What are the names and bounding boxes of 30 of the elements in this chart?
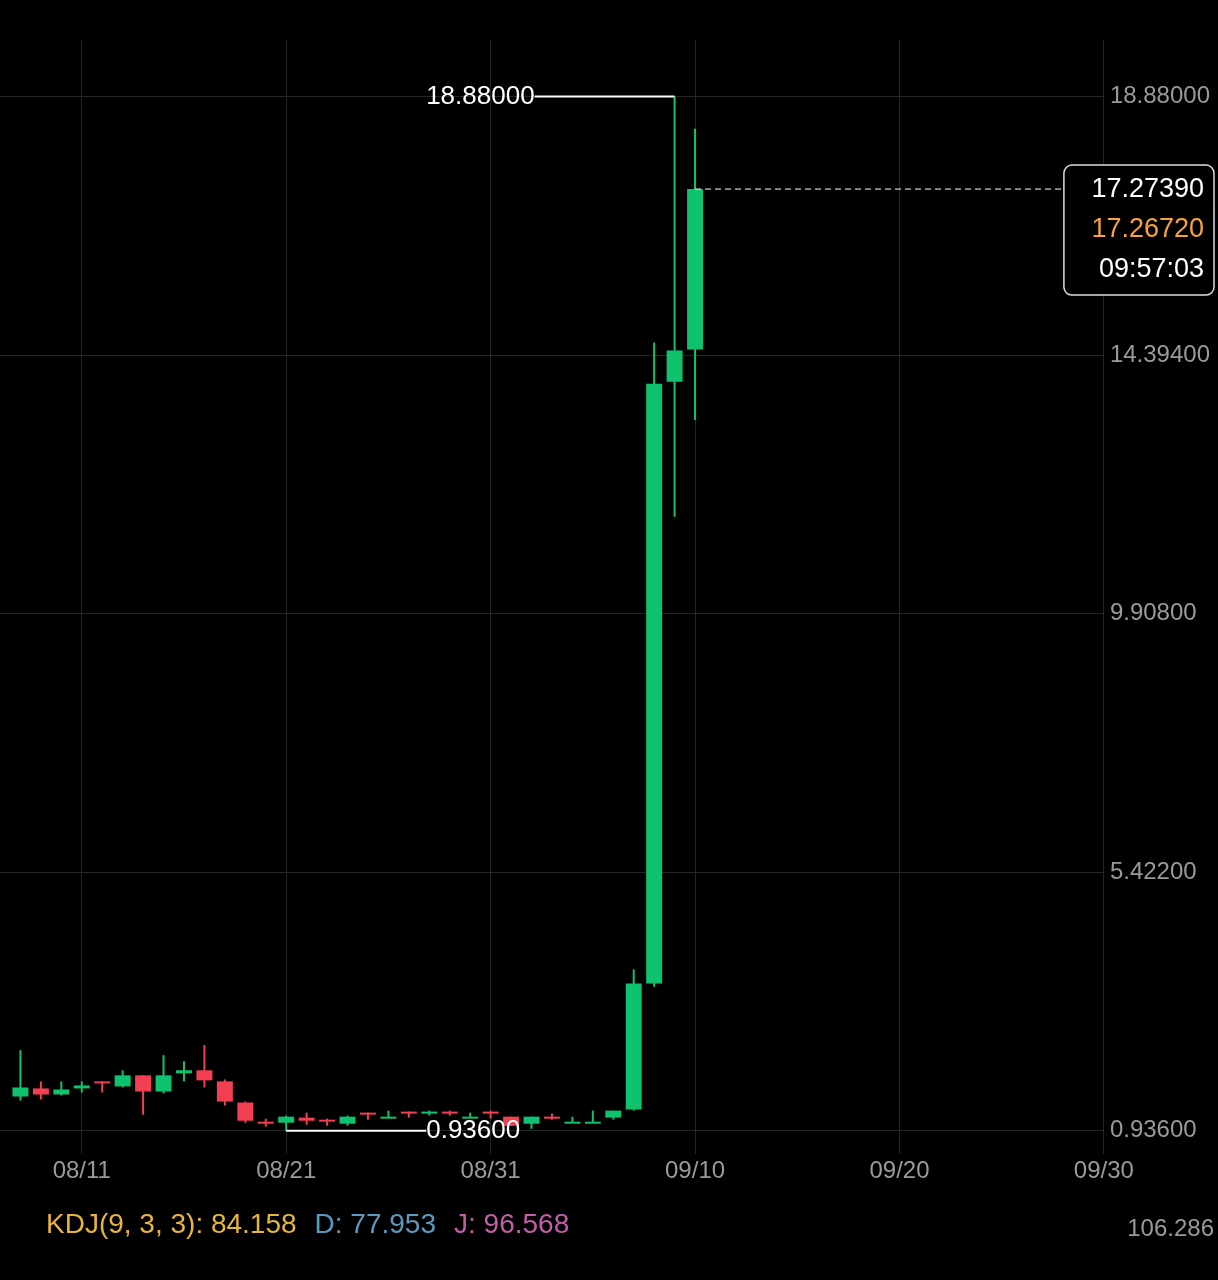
annotation: 18.88000 xyxy=(426,79,535,110)
candlestick xyxy=(196,1044,213,1089)
candlestick xyxy=(12,1049,29,1102)
candlestick xyxy=(584,1109,601,1124)
y-tick-label: 0.93600 xyxy=(1109,1115,1197,1143)
x-tick-label: 08/11 xyxy=(52,1156,111,1184)
x-tick-label: 08/31 xyxy=(460,1156,521,1184)
y-tick-label: 5.42200 xyxy=(1109,856,1197,884)
x-tick-label: 09/30 xyxy=(1073,1156,1134,1184)
candlestick xyxy=(32,1080,49,1101)
annotation: 17.26720 xyxy=(1091,212,1204,243)
text: KDJ(9, 3, 3): 84.158 xyxy=(46,1208,297,1239)
candlestick xyxy=(135,1074,152,1116)
text: D: 77.953 xyxy=(314,1208,436,1239)
ref-line-label: 17.27390 xyxy=(1091,172,1204,203)
text: 106.286 xyxy=(1127,1214,1214,1242)
text: J: 96.568 xyxy=(454,1208,570,1239)
candlestick xyxy=(237,1100,254,1124)
x-tick-label: 08/21 xyxy=(256,1156,317,1184)
annotation: 09:57:03 xyxy=(1098,252,1204,283)
y-tick-label: 18.88000 xyxy=(1109,81,1211,109)
x-tick-label: 09/10 xyxy=(665,1156,726,1184)
y-tick-label: 9.90800 xyxy=(1109,598,1197,626)
candlestick xyxy=(666,95,683,518)
annotation: 0.93600 xyxy=(426,1113,521,1144)
candlestick xyxy=(155,1054,172,1095)
candlestick xyxy=(176,1060,192,1083)
y-tick-label: 14.39400 xyxy=(1109,339,1211,367)
candlestick xyxy=(216,1078,233,1107)
x-tick-label: 09/20 xyxy=(869,1156,930,1184)
